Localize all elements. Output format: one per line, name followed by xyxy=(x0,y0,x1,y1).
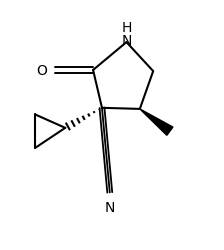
Text: H: H xyxy=(121,20,132,34)
Text: N: N xyxy=(121,34,132,48)
Polygon shape xyxy=(140,110,173,136)
Text: O: O xyxy=(37,64,47,78)
Text: N: N xyxy=(105,200,115,214)
